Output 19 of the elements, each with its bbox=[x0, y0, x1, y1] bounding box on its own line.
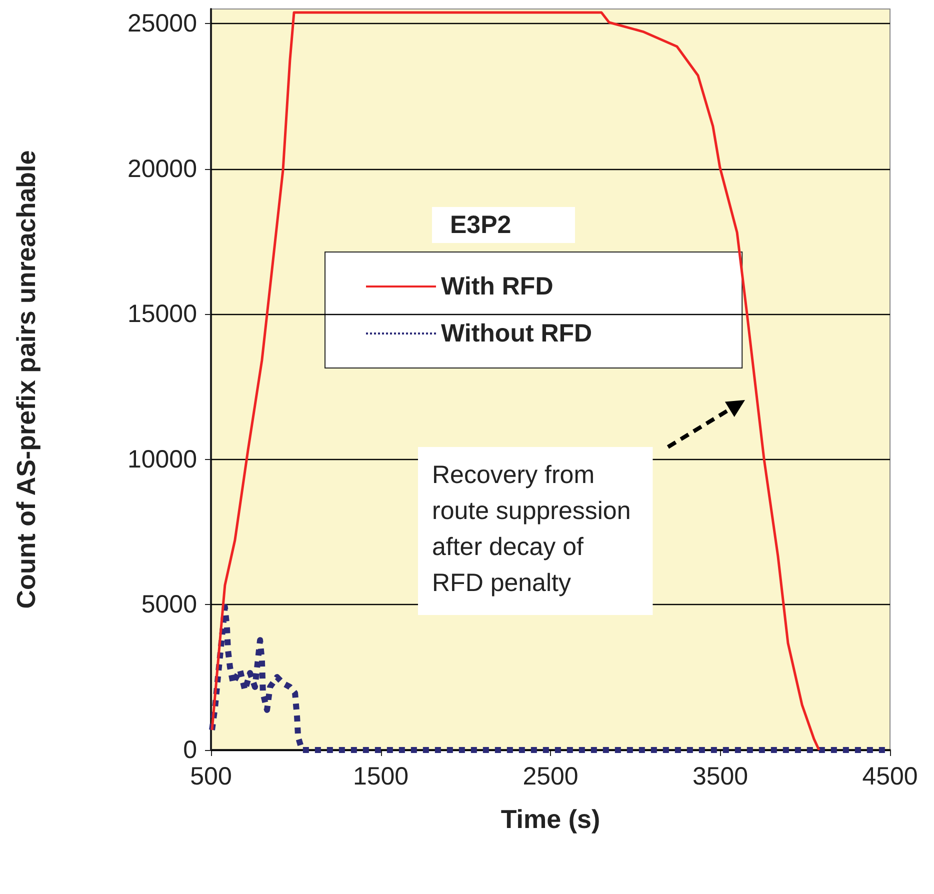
annotation: Recovery from route suppression after decay of RFD penalty bbox=[432, 461, 631, 597]
title-box: E3P2 bbox=[432, 207, 575, 243]
x-tick-label: 3500 bbox=[692, 762, 748, 790]
y-tick-label: 15000 bbox=[127, 300, 197, 328]
x-tick-label: 1500 bbox=[352, 762, 409, 790]
y-tick-label: 20000 bbox=[127, 154, 197, 183]
x-axis-title: Time (s) bbox=[500, 804, 600, 834]
y-tick-label: 5000 bbox=[141, 590, 197, 619]
y-tick-label: 0 bbox=[183, 736, 197, 764]
x-tick-label: 2500 bbox=[522, 762, 578, 790]
x-tick-label: 500 bbox=[190, 762, 232, 790]
y-axis-title: Count of AS-prefix pairs unreachable bbox=[11, 150, 41, 609]
x-tick-label: 4500 bbox=[862, 762, 918, 790]
legend-label: Without RFD bbox=[441, 320, 592, 348]
y-tick-label: 25000 bbox=[127, 10, 197, 38]
legend-label: With RFD bbox=[441, 272, 554, 300]
line-series bbox=[210, 11, 820, 752]
y-tick-label: 10000 bbox=[127, 445, 197, 474]
legend-title: E3P2 bbox=[450, 211, 512, 239]
